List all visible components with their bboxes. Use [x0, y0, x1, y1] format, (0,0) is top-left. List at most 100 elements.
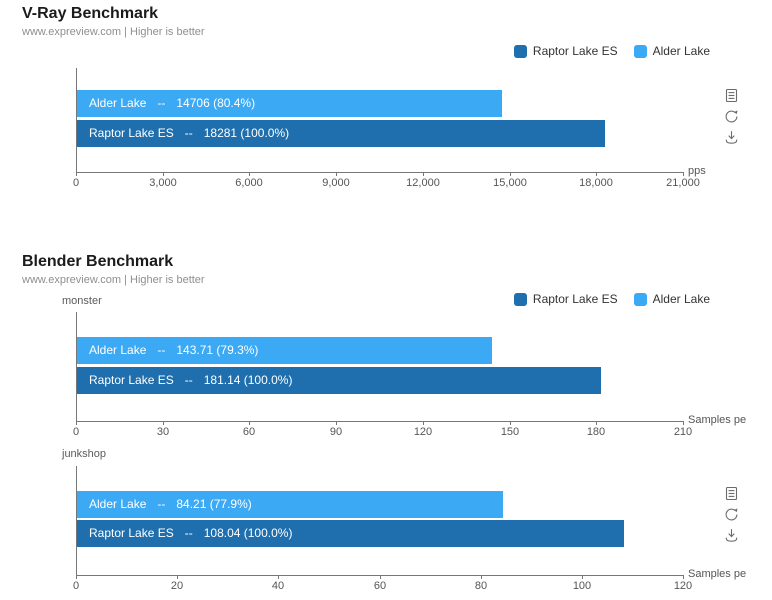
bar-separator: -- — [157, 343, 166, 357]
x-axis-tick — [510, 421, 511, 425]
bar-blender-monster-raptor-lake-es[interactable]: Raptor Lake ES -- 181.14 (100.0%) — [77, 367, 601, 394]
legend-label: Raptor Lake ES — [532, 292, 618, 306]
x-axis-tick — [336, 172, 337, 176]
axis-unit-label: pps — [688, 165, 706, 177]
legend-label: Raptor Lake ES — [532, 44, 618, 58]
x-tick-label: 0 — [72, 177, 80, 189]
x-axis-tick — [76, 172, 77, 176]
x-axis-tick — [683, 421, 684, 425]
x-tick-label: 180 — [586, 426, 606, 438]
legend-item-raptor-lake-es[interactable]: Raptor Lake ES — [513, 44, 618, 58]
x-axis-tick — [380, 575, 381, 579]
x-tick-label: 30 — [156, 426, 170, 438]
y-axis-line — [76, 466, 77, 575]
bar-value-label: 143.71 (79.3%) — [176, 343, 259, 357]
section-label-monster: monster — [62, 295, 102, 307]
x-axis-tick — [336, 421, 337, 425]
axis-unit-label: Samples pe — [688, 414, 747, 426]
x-axis-line — [76, 172, 684, 173]
bar-value-label: 181.14 (100.0%) — [203, 373, 293, 387]
x-axis-tick — [249, 172, 250, 176]
vray-chart-title: V-Ray Benchmark — [22, 5, 159, 22]
blender-toolbox — [724, 486, 739, 543]
x-tick-label: 100 — [572, 580, 592, 592]
bar-value-label: 84.21 (77.9%) — [176, 497, 252, 511]
x-tick-label: 120 — [413, 426, 433, 438]
x-axis-tick — [596, 421, 597, 425]
bar-value-label: 108.04 (100.0%) — [203, 526, 293, 540]
restore-icon[interactable] — [724, 109, 739, 124]
x-axis-tick — [249, 421, 250, 425]
x-axis-tick — [163, 172, 164, 176]
x-tick-label: 80 — [474, 580, 488, 592]
x-axis-tick — [423, 172, 424, 176]
legend-item-raptor-lake-es[interactable]: Raptor Lake ES — [513, 292, 618, 306]
vray-toolbox — [724, 88, 739, 145]
x-axis-tick — [423, 421, 424, 425]
x-axis-tick — [596, 172, 597, 176]
x-tick-label: 9,000 — [322, 177, 350, 189]
x-axis-tick — [76, 421, 77, 425]
vray-chart-subtitle: www.expreview.com | Higher is better — [22, 26, 205, 38]
bar-value-label: 14706 (80.4%) — [176, 96, 256, 110]
bar-series-name: Raptor Lake ES — [89, 373, 174, 387]
x-axis-tick — [683, 172, 684, 176]
x-axis-tick — [163, 421, 164, 425]
bar-separator: -- — [184, 373, 193, 387]
x-tick-label: 20 — [170, 580, 184, 592]
bar-separator: -- — [184, 526, 193, 540]
x-tick-label: 0 — [72, 580, 80, 592]
x-tick-label: 0 — [72, 426, 80, 438]
x-axis-tick — [510, 172, 511, 176]
x-tick-label: 90 — [329, 426, 343, 438]
bar-vray-raptor-lake-es[interactable]: Raptor Lake ES -- 18281 (100.0%) — [77, 120, 605, 147]
bar-series-name: Alder Lake — [89, 96, 147, 110]
x-tick-label: 120 — [673, 580, 693, 592]
save-image-icon[interactable] — [724, 528, 739, 543]
legend-label: Alder Lake — [652, 292, 710, 306]
alder-legend-marker-icon — [633, 292, 647, 306]
x-axis-tick — [76, 575, 77, 579]
bar-separator: -- — [157, 96, 166, 110]
blender-chart-subtitle: www.expreview.com | Higher is better — [22, 274, 205, 286]
x-tick-label: 210 — [673, 426, 693, 438]
legend-item-alder-lake[interactable]: Alder Lake — [633, 292, 710, 306]
restore-icon[interactable] — [724, 507, 739, 522]
vray-legend: Raptor Lake ES Alder Lake — [513, 44, 710, 58]
bar-separator: -- — [157, 497, 166, 511]
alder-legend-marker-icon — [633, 44, 647, 58]
bar-series-name: Alder Lake — [89, 343, 147, 357]
bar-blender-junkshop-raptor-lake-es[interactable]: Raptor Lake ES -- 108.04 (100.0%) — [77, 520, 624, 547]
y-axis-line — [76, 312, 77, 421]
bar-blender-junkshop-alder-lake[interactable]: Alder Lake -- 84.21 (77.9%) — [77, 491, 503, 518]
bar-separator: -- — [184, 126, 193, 140]
raptor-legend-marker-icon — [513, 292, 527, 306]
section-label-junkshop: junkshop — [62, 448, 107, 460]
x-tick-label: 15,000 — [493, 177, 527, 189]
blender-chart-title: Blender Benchmark — [22, 253, 174, 270]
bar-vray-alder-lake[interactable]: Alder Lake -- 14706 (80.4%) — [77, 90, 502, 117]
x-axis-tick — [278, 575, 279, 579]
y-axis-line — [76, 68, 77, 172]
data-view-icon[interactable] — [724, 88, 739, 103]
x-tick-label: 150 — [500, 426, 520, 438]
save-image-icon[interactable] — [724, 130, 739, 145]
bar-series-name: Raptor Lake ES — [89, 126, 174, 140]
x-tick-label: 40 — [271, 580, 285, 592]
x-tick-label: 3,000 — [149, 177, 177, 189]
x-tick-label: 18,000 — [579, 177, 613, 189]
bar-series-name: Alder Lake — [89, 497, 147, 511]
bar-blender-monster-alder-lake[interactable]: Alder Lake -- 143.71 (79.3%) — [77, 337, 492, 364]
axis-unit-label: Samples pe — [688, 568, 747, 580]
x-tick-label: 60 — [373, 580, 387, 592]
data-view-icon[interactable] — [724, 486, 739, 501]
x-tick-label: 21,000 — [666, 177, 700, 189]
bar-value-label: 18281 (100.0%) — [203, 126, 290, 140]
x-tick-label: 12,000 — [406, 177, 440, 189]
legend-item-alder-lake[interactable]: Alder Lake — [633, 44, 710, 58]
x-axis-tick — [177, 575, 178, 579]
